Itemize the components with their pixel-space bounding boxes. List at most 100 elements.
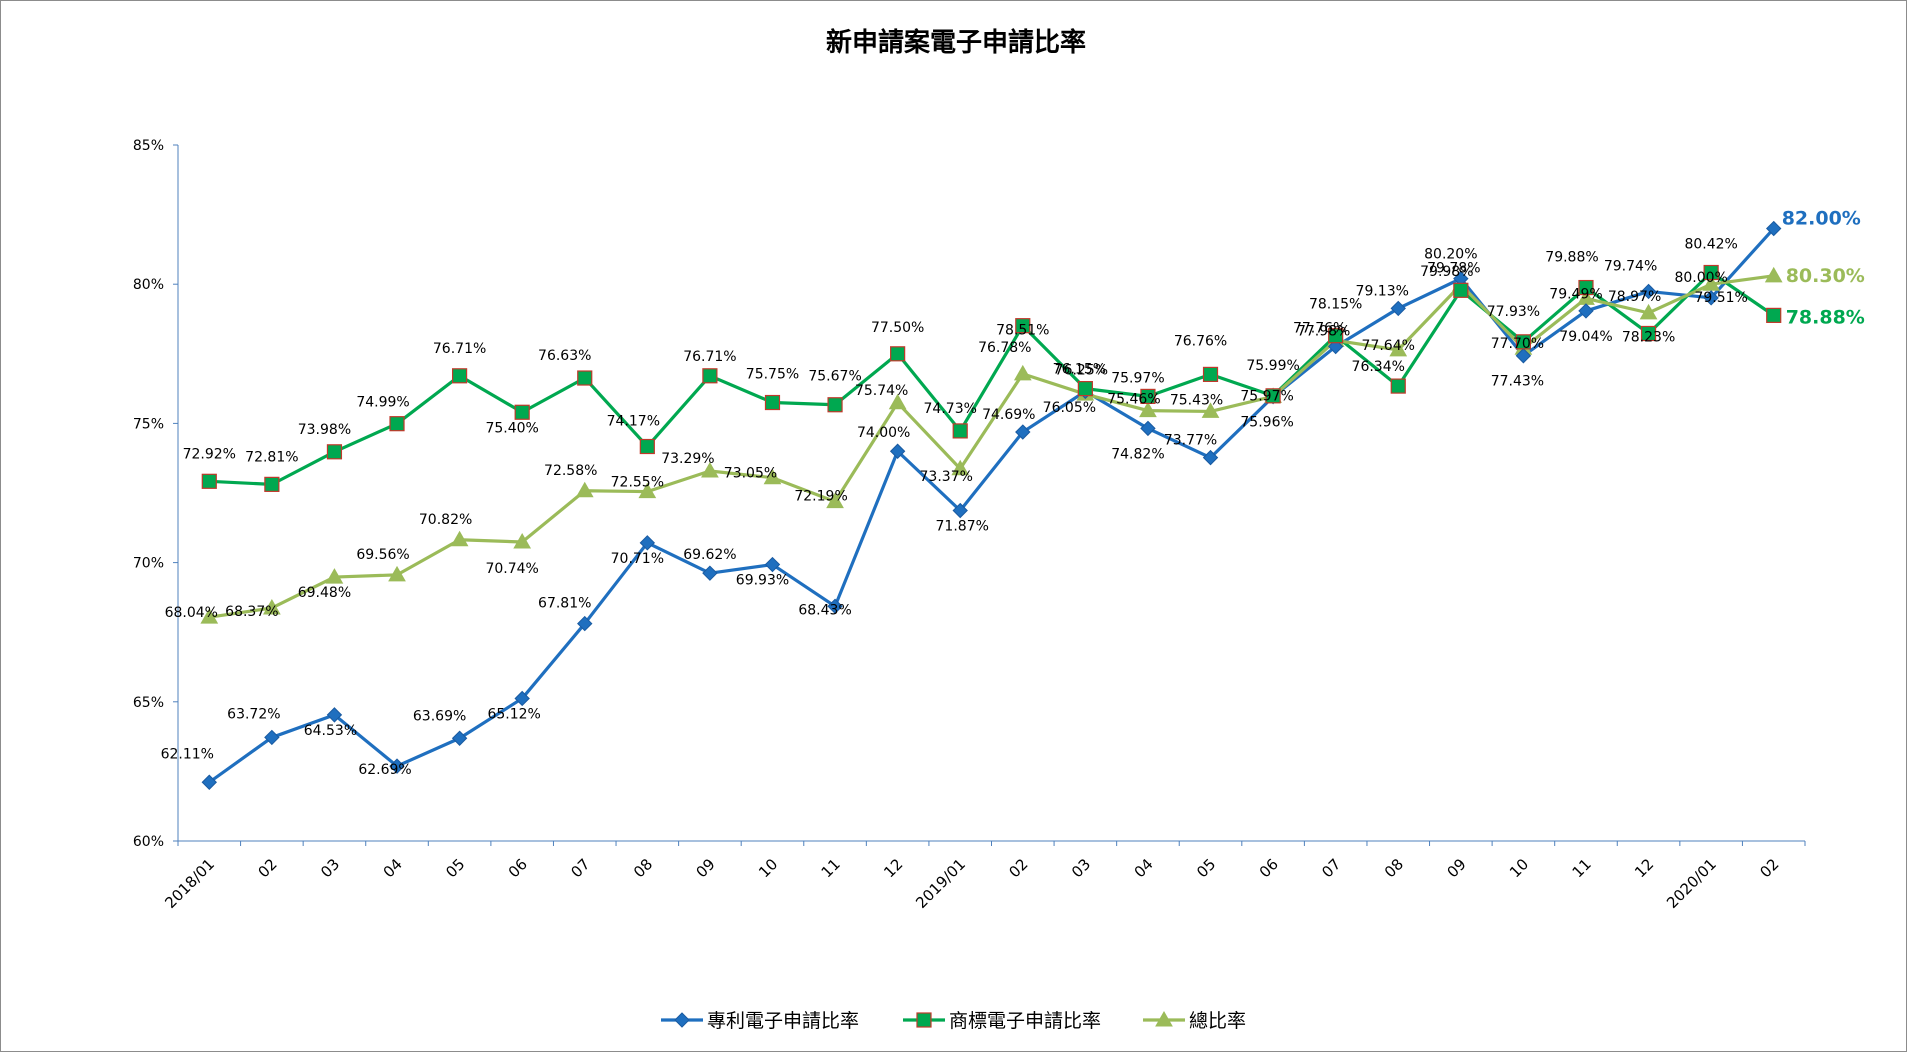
data-point-square (1015, 318, 1031, 334)
data-label: 79.49% (1549, 286, 1602, 302)
data-label: 80.00% (1674, 270, 1727, 286)
chart-title: 新申請案電子申請比率 (826, 27, 1086, 58)
data-label: 73.29% (661, 451, 714, 467)
data-point-square (1265, 388, 1281, 404)
data-label: 77.50% (871, 320, 924, 336)
data-point-triangle (1764, 266, 1783, 283)
x-tick-label: 09 (693, 855, 719, 881)
data-label: 62.11% (161, 746, 214, 762)
y-tick-label: 75% (133, 416, 164, 432)
data-label: 77.70% (1491, 336, 1544, 352)
series-lines (208, 227, 1775, 784)
data-point-diamond (1390, 300, 1406, 317)
data-point-triangle (1155, 1010, 1173, 1027)
data-point-square (514, 404, 530, 420)
data-label: 69.48% (298, 585, 351, 601)
data-point-square (890, 346, 906, 362)
data-point-triangle (450, 530, 469, 547)
x-tick-label: 02 (1005, 855, 1031, 881)
data-point-triangle (638, 482, 657, 499)
data-label: 68.04% (165, 605, 218, 621)
data-label: 72.58% (544, 463, 597, 479)
data-point-triangle (1201, 402, 1220, 418)
data-label: 77.93% (1487, 304, 1540, 320)
x-tick-label: 07 (567, 855, 593, 881)
data-label: 76.15% (1053, 361, 1106, 377)
data-point-square (326, 444, 343, 460)
x-tick-label: 04 (380, 855, 406, 881)
data-label: 76.34% (1352, 359, 1405, 375)
data-point-square (201, 473, 217, 489)
data-point-triangle (388, 565, 406, 582)
x-tick-label: 07 (1318, 855, 1344, 881)
end-data-label: 80.30% (1786, 265, 1865, 287)
legend-label: 專利電子申請比率 (707, 1010, 859, 1032)
data-label: 78.97% (1608, 289, 1661, 305)
data-label: 64.53% (304, 723, 357, 739)
x-tick-label: 2018/01 (161, 855, 218, 912)
data-label: 74.17% (607, 414, 660, 430)
data-label: 74.73% (924, 401, 977, 417)
data-point-diamond (702, 565, 718, 581)
x-tick-label: 08 (1381, 855, 1407, 881)
y-tick-label: 80% (133, 277, 164, 293)
data-label: 73.77% (1164, 433, 1217, 449)
data-label: 70.82% (419, 512, 472, 528)
x-tick-label: 12 (880, 855, 906, 881)
x-tick-label: 08 (630, 855, 656, 881)
x-tick-label: 05 (442, 855, 468, 881)
data-point-square (1140, 388, 1156, 404)
x-tick-label: 11 (1569, 855, 1595, 881)
x-tick-label: 02 (254, 855, 280, 881)
data-label: 75.40% (485, 420, 538, 436)
data-point-triangle (513, 532, 532, 549)
data-label: 75.43% (1170, 392, 1223, 408)
data-label: 76.76% (1174, 333, 1227, 349)
series-line-0 (208, 227, 1775, 784)
data-point-triangle (200, 608, 219, 624)
data-label: 79.13% (1356, 283, 1409, 299)
data-label: 77.76% (1293, 321, 1346, 337)
data-label: 79.98% (1420, 264, 1473, 280)
data-point-triangle (575, 481, 594, 498)
x-tick-label: 09 (1443, 855, 1469, 881)
data-point-square (1640, 325, 1657, 342)
data-label: 75.99% (1246, 358, 1299, 374)
data-label: 74.99% (356, 395, 409, 411)
data-label: 80.42% (1684, 237, 1737, 253)
data-label: 79.04% (1559, 329, 1612, 345)
series-line-2 (209, 274, 1774, 619)
legend-label: 商標電子申請比率 (949, 1010, 1101, 1032)
data-label: 72.19% (794, 489, 847, 505)
data-label: 78.51% (996, 323, 1049, 339)
data-label: 77.43% (1491, 374, 1544, 390)
x-tick-label: 04 (1131, 855, 1157, 881)
data-label: 67.81% (538, 596, 591, 612)
data-point-triangle (263, 598, 281, 615)
data-label: 75.74% (855, 383, 908, 399)
data-label: 76.71% (433, 341, 486, 357)
data-label: 76.25% (1055, 363, 1108, 379)
data-label: 78.23% (1622, 329, 1675, 345)
x-tick-label: 06 (505, 855, 531, 881)
data-label: 69.56% (356, 547, 409, 563)
data-point-diamond (952, 502, 968, 519)
data-label: 78.15% (1309, 297, 1362, 313)
data-point-diamond (264, 729, 280, 746)
data-point-triangle (1139, 401, 1157, 418)
data-point-triangle (826, 492, 844, 509)
data-point-diamond (889, 443, 906, 459)
data-label: 75.96% (1240, 415, 1293, 431)
data-point-square (1453, 282, 1469, 298)
y-tick-label: 65% (133, 695, 164, 711)
data-label: 62.69% (358, 762, 411, 778)
data-point-square (264, 476, 280, 492)
x-tick-label: 03 (317, 855, 343, 881)
data-label: 73.98% (298, 422, 351, 438)
data-label: 73.37% (920, 469, 973, 485)
data-point-diamond (1640, 283, 1657, 300)
data-point-diamond (451, 730, 468, 746)
data-label: 80.20% (1424, 247, 1477, 263)
